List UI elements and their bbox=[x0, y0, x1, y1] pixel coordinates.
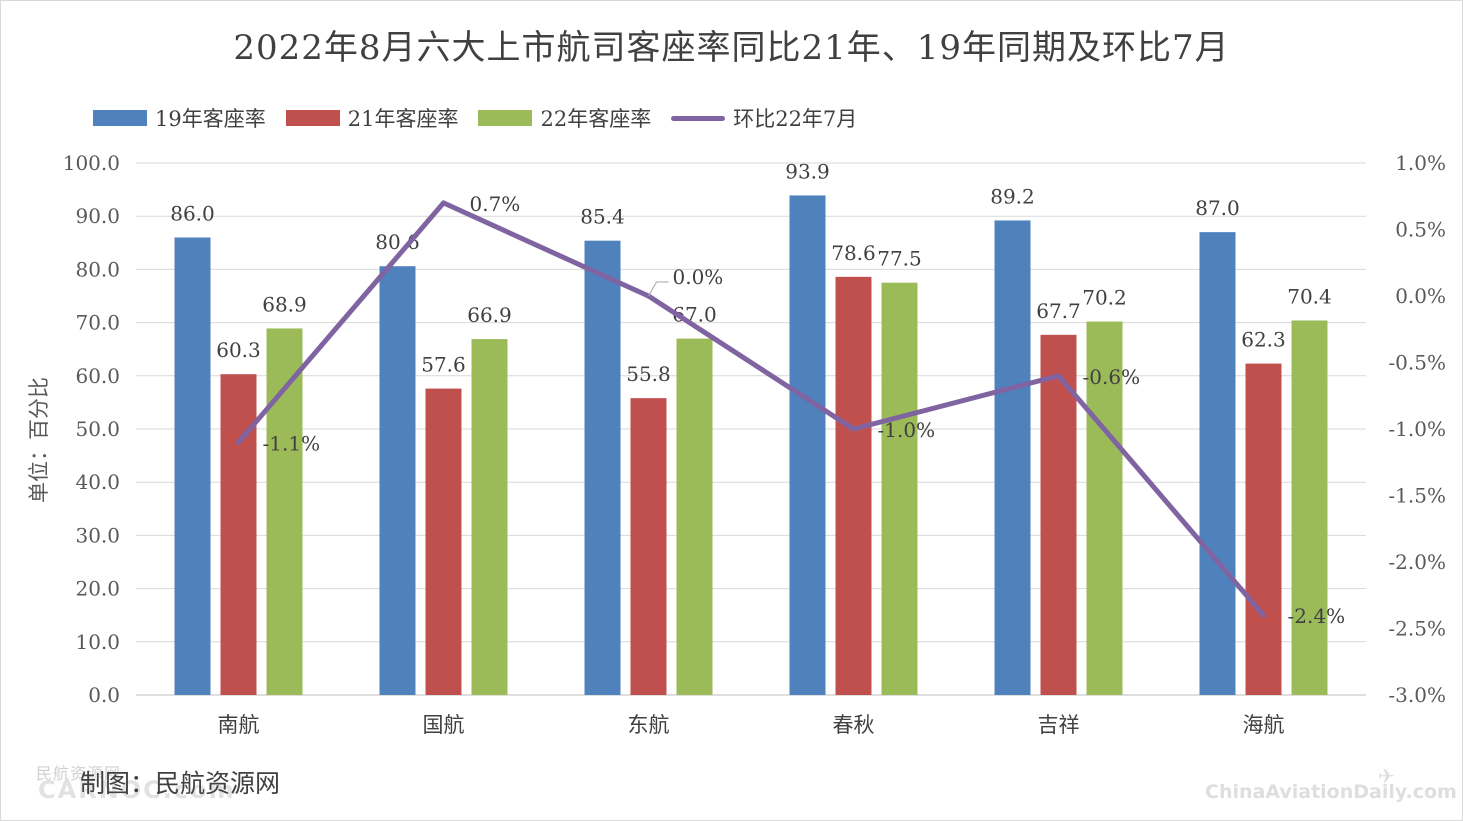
bar-data-label: 78.6 bbox=[831, 241, 876, 265]
bar bbox=[379, 266, 416, 695]
bar bbox=[881, 282, 918, 695]
line-series bbox=[236, 200, 1266, 618]
y-right-tick-label: -1.0% bbox=[1388, 417, 1446, 441]
line-point bbox=[1261, 612, 1266, 618]
bar-data-label: 62.3 bbox=[1241, 328, 1286, 352]
bar bbox=[994, 220, 1031, 695]
legend-swatch-21 bbox=[285, 110, 340, 126]
watermark-right-text: ChinaAviationDaily.com bbox=[1205, 781, 1457, 803]
category-label: 国航 bbox=[423, 713, 465, 737]
bar-data-label: 60.3 bbox=[216, 338, 261, 362]
watermark-left-logo: CARNOC.com bbox=[38, 776, 236, 804]
bar bbox=[1199, 232, 1236, 695]
category-label: 南航 bbox=[218, 713, 260, 737]
y-left-tick-label: 60.0 bbox=[75, 364, 120, 388]
category-label: 吉祥 bbox=[1038, 713, 1080, 737]
chart-source-note: 制图：民航资源网 bbox=[80, 769, 281, 798]
bar bbox=[835, 276, 872, 695]
bar bbox=[471, 339, 508, 695]
y-left-tick-label: 100.0 bbox=[63, 151, 120, 175]
bar bbox=[266, 328, 303, 695]
legend-item-line: 环比22年7月 bbox=[671, 103, 857, 133]
y-left-tick-label: 40.0 bbox=[75, 470, 120, 494]
category-label: 春秋 bbox=[833, 713, 875, 737]
legend-item-21: 21年客座率 bbox=[285, 103, 459, 133]
bar bbox=[630, 398, 667, 695]
bar-data-label: 89.2 bbox=[990, 184, 1035, 208]
line-point bbox=[441, 200, 446, 206]
y-right-tick-label: -3.0% bbox=[1388, 683, 1446, 707]
plane-icon: ✈ bbox=[1378, 764, 1395, 788]
y-left-tick-label: 90.0 bbox=[75, 204, 120, 228]
legend: 19年客座率 21年客座率 22年客座率 环比22年7月 bbox=[93, 104, 877, 132]
bar-data-label: 70.2 bbox=[1082, 286, 1127, 310]
bar-data-label: 85.4 bbox=[580, 205, 625, 229]
bar bbox=[1086, 321, 1123, 695]
legend-swatch-19 bbox=[93, 110, 147, 126]
y-right-tick-label: -0.5% bbox=[1388, 351, 1446, 375]
bar bbox=[220, 374, 257, 695]
y-left-tick-label: 80.0 bbox=[75, 257, 120, 281]
y-left-tick-label: 10.0 bbox=[75, 630, 120, 654]
legend-item-19: 19年客座率 bbox=[93, 103, 266, 133]
legend-swatch-line bbox=[671, 115, 726, 121]
bar bbox=[425, 388, 462, 695]
category-label: 东航 bbox=[628, 713, 670, 737]
line-point bbox=[1056, 373, 1061, 379]
line-data-label: 0.0% bbox=[673, 265, 724, 289]
y-right-tick-label: -2.5% bbox=[1388, 617, 1446, 641]
bar-data-label: 67.7 bbox=[1036, 299, 1081, 323]
bar-data-label: 77.5 bbox=[877, 247, 922, 271]
chart-title: 2022年8月六大上市航司客座率同比21年、19年同期及环比7月 bbox=[233, 28, 1230, 68]
category-label: 海航 bbox=[1243, 713, 1285, 737]
y-left-tick-label: 0.0 bbox=[88, 683, 120, 707]
line-data-label: -1.1% bbox=[263, 431, 321, 455]
legend-label-21: 21年客座率 bbox=[347, 107, 459, 131]
y-left-tick-label: 70.0 bbox=[75, 311, 120, 335]
bar bbox=[676, 338, 713, 695]
line-data-label: 0.7% bbox=[470, 192, 521, 216]
bar bbox=[1245, 363, 1282, 695]
legend-label-22: 22年客座率 bbox=[540, 107, 652, 131]
line-data-label: -1.0% bbox=[878, 418, 936, 442]
y-right-tick-label: 0.0% bbox=[1395, 284, 1446, 308]
bar bbox=[1291, 320, 1328, 695]
legend-label-19: 19年客座率 bbox=[155, 107, 266, 131]
bar-data-label: 66.9 bbox=[467, 303, 512, 327]
y-left-tick-label: 20.0 bbox=[75, 577, 120, 601]
bar-data-label: 68.9 bbox=[262, 292, 307, 316]
bar bbox=[174, 237, 211, 696]
y-left-tick-label: 50.0 bbox=[75, 417, 120, 441]
line-point bbox=[851, 426, 856, 432]
bar-data-label: 86.0 bbox=[170, 201, 215, 225]
bar-data-label: 70.4 bbox=[1287, 284, 1332, 308]
line-data-label: -0.6% bbox=[1083, 365, 1141, 389]
y-right-tick-label: 1.0% bbox=[1395, 151, 1446, 175]
legend-label-line: 环比22年7月 bbox=[733, 107, 858, 131]
bar-data-label: 93.9 bbox=[785, 159, 830, 183]
line-point bbox=[236, 439, 241, 445]
bar bbox=[584, 240, 621, 695]
legend-item-22: 22年客座率 bbox=[478, 103, 651, 133]
bar-data-label: 87.0 bbox=[1195, 196, 1240, 220]
y-right-tick-label: -2.0% bbox=[1388, 550, 1446, 574]
data-label-leader bbox=[648, 281, 669, 297]
y-right-tick-label: -1.5% bbox=[1388, 484, 1446, 508]
watermark-left-text: 民航资源网 bbox=[36, 764, 122, 783]
line-data-label: -2.4% bbox=[1288, 604, 1346, 628]
bar-data-label: 57.6 bbox=[421, 353, 466, 377]
y-right-tick-label: 0.5% bbox=[1395, 218, 1446, 242]
bar bbox=[789, 195, 826, 695]
bar-data-label: 55.8 bbox=[626, 362, 671, 386]
y-left-tick-label: 30.0 bbox=[75, 523, 120, 547]
bar bbox=[1040, 334, 1077, 695]
legend-swatch-22 bbox=[478, 110, 533, 126]
